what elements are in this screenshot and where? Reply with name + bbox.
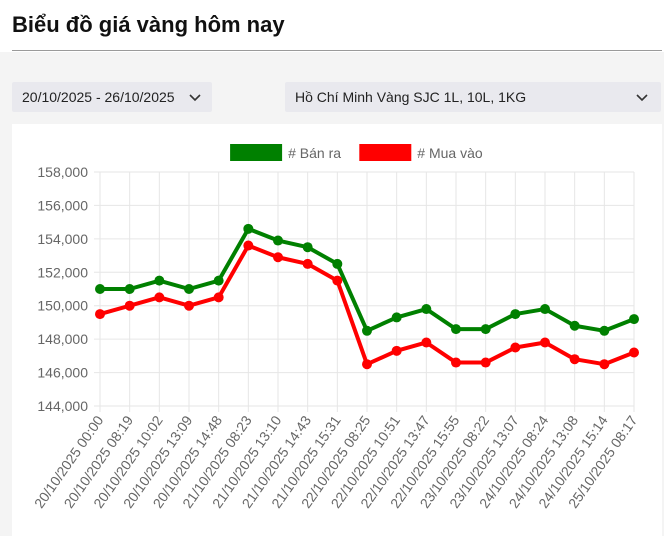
data-point[interactable]: [599, 325, 610, 336]
page-title: Biểu đồ giá vàng hôm nay: [12, 12, 285, 37]
data-point[interactable]: [332, 275, 343, 286]
data-point[interactable]: [184, 300, 194, 311]
data-point[interactable]: [184, 284, 194, 294]
y-tick-label: 150,000: [37, 298, 88, 314]
chart-canvas: # Bán ra # Mua vào 144,000 146,000 148,000 1…: [31, 144, 641, 511]
data-point[interactable]: [362, 325, 372, 336]
data-point[interactable]: [421, 337, 432, 348]
data-point[interactable]: [95, 309, 105, 320]
data-point[interactable]: [154, 292, 165, 303]
data-point[interactable]: [569, 354, 580, 365]
data-point[interactable]: [273, 252, 283, 263]
legend-label: # Mua vào: [417, 145, 483, 161]
data-point[interactable]: [451, 357, 461, 368]
data-point[interactable]: [510, 309, 521, 320]
date-range-select[interactable]: 20/10/2025 - 26/10/2025: [12, 82, 212, 112]
y-tick-label: 144,000: [37, 398, 88, 414]
data-point[interactable]: [302, 242, 313, 253]
price-chart: # Bán ra # Mua vào 144,000 146,000 148,000 1…: [12, 124, 662, 536]
data-point[interactable]: [154, 275, 165, 286]
data-point[interactable]: [332, 258, 343, 269]
chevron-down-icon: [188, 90, 202, 107]
data-point[interactable]: [480, 357, 491, 368]
data-point[interactable]: [243, 240, 254, 251]
data-point[interactable]: [391, 345, 402, 356]
data-point[interactable]: [302, 258, 313, 269]
y-tick-label: 154,000: [37, 231, 88, 247]
product-select[interactable]: Hồ Chí Minh Vàng SJC 1L, 10L, 1KG: [285, 82, 661, 112]
y-tick-label: 158,000: [37, 164, 88, 180]
y-tick-label: 148,000: [37, 331, 88, 347]
data-point[interactable]: [273, 235, 283, 246]
date-range-value: 20/10/2025 - 26/10/2025: [22, 89, 175, 105]
data-point[interactable]: [362, 359, 372, 370]
data-point[interactable]: [629, 314, 639, 325]
legend-swatch: [230, 144, 283, 161]
data-point[interactable]: [213, 292, 224, 303]
data-point[interactable]: [391, 312, 402, 323]
data-point[interactable]: [421, 304, 432, 315]
data-point[interactable]: [213, 275, 224, 286]
data-point[interactable]: [480, 324, 491, 335]
data-point[interactable]: [451, 324, 461, 335]
data-point[interactable]: [629, 347, 639, 358]
data-point[interactable]: [243, 223, 254, 234]
title-divider: [12, 50, 662, 51]
y-tick-label: 146,000: [37, 365, 88, 381]
y-tick-label: 152,000: [37, 264, 88, 280]
y-tick-label: 156,000: [37, 197, 88, 213]
product-value: Hồ Chí Minh Vàng SJC 1L, 10L, 1KG: [295, 89, 527, 105]
data-point[interactable]: [124, 284, 135, 294]
data-point[interactable]: [540, 337, 550, 348]
data-point[interactable]: [124, 300, 135, 311]
data-point[interactable]: [599, 359, 610, 370]
data-point[interactable]: [95, 284, 105, 294]
data-point[interactable]: [510, 342, 521, 353]
data-point[interactable]: [569, 320, 580, 331]
data-point[interactable]: [540, 304, 550, 315]
chevron-down-icon: [635, 90, 649, 107]
legend-swatch: [359, 144, 412, 161]
legend-label: # Bán ra: [288, 145, 341, 161]
